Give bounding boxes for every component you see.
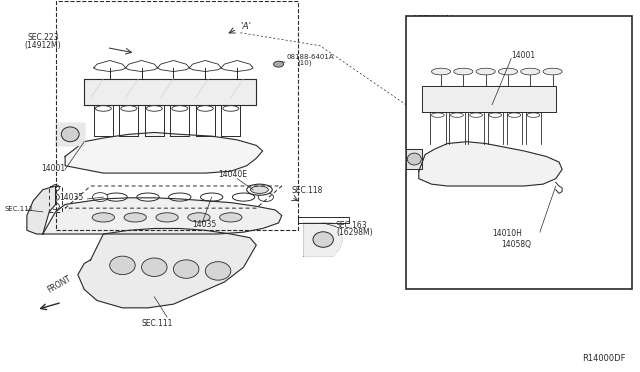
Ellipse shape — [121, 106, 137, 111]
Ellipse shape — [220, 213, 242, 222]
Polygon shape — [84, 79, 256, 105]
Polygon shape — [65, 132, 262, 173]
Ellipse shape — [95, 106, 111, 111]
Bar — [56, 1, 298, 230]
Ellipse shape — [250, 186, 268, 193]
Ellipse shape — [508, 113, 521, 117]
Ellipse shape — [246, 184, 272, 195]
Ellipse shape — [156, 213, 178, 222]
Ellipse shape — [451, 113, 463, 117]
Text: 14001: 14001 — [511, 51, 535, 60]
Ellipse shape — [197, 106, 213, 111]
Ellipse shape — [232, 193, 255, 201]
Polygon shape — [56, 123, 84, 145]
Text: FRONT: FRONT — [46, 274, 73, 295]
Text: R14000DF: R14000DF — [582, 354, 626, 363]
Ellipse shape — [489, 113, 502, 117]
Ellipse shape — [52, 194, 60, 201]
Ellipse shape — [470, 113, 483, 117]
Ellipse shape — [92, 213, 115, 222]
Text: 14035: 14035 — [59, 193, 83, 202]
Ellipse shape — [188, 213, 210, 222]
Ellipse shape — [137, 193, 159, 201]
Ellipse shape — [173, 260, 199, 278]
Polygon shape — [419, 142, 562, 186]
Polygon shape — [78, 228, 256, 308]
Ellipse shape — [124, 213, 147, 222]
Ellipse shape — [105, 193, 127, 201]
Ellipse shape — [313, 232, 333, 247]
Text: SEC.111: SEC.111 — [4, 206, 34, 212]
Ellipse shape — [431, 113, 444, 117]
Ellipse shape — [109, 256, 135, 275]
Circle shape — [273, 61, 284, 67]
Text: 14010H: 14010H — [492, 229, 522, 238]
Text: SEC.118: SEC.118 — [291, 186, 323, 195]
Bar — [406, 16, 632, 289]
Polygon shape — [422, 86, 556, 112]
Text: (10): (10) — [298, 59, 312, 65]
Ellipse shape — [205, 262, 231, 280]
Ellipse shape — [476, 68, 495, 75]
Text: VIEW 'A': VIEW 'A' — [414, 15, 453, 24]
Polygon shape — [304, 223, 342, 256]
Polygon shape — [43, 198, 282, 234]
Ellipse shape — [52, 203, 60, 210]
Polygon shape — [27, 186, 56, 234]
Ellipse shape — [141, 258, 167, 276]
Text: 14001: 14001 — [41, 164, 65, 173]
Ellipse shape — [147, 106, 163, 111]
Circle shape — [93, 193, 108, 202]
Ellipse shape — [172, 106, 188, 111]
Ellipse shape — [52, 185, 60, 191]
Text: (14912M): (14912M) — [24, 41, 61, 49]
Ellipse shape — [61, 127, 79, 142]
Text: SEC.111: SEC.111 — [141, 319, 173, 328]
Text: (16298M): (16298M) — [336, 228, 372, 237]
Ellipse shape — [543, 68, 562, 75]
Ellipse shape — [223, 106, 239, 111]
Circle shape — [258, 193, 273, 202]
Ellipse shape — [527, 113, 540, 117]
Text: 14058Q: 14058Q — [502, 240, 532, 249]
Ellipse shape — [169, 193, 191, 201]
Text: 14040E: 14040E — [218, 170, 247, 179]
Ellipse shape — [499, 68, 518, 75]
Text: 14035: 14035 — [193, 219, 217, 229]
Ellipse shape — [521, 68, 540, 75]
Ellipse shape — [407, 153, 421, 165]
Ellipse shape — [200, 193, 223, 201]
Text: 08188-6401A: 08188-6401A — [287, 54, 335, 60]
Ellipse shape — [431, 68, 451, 75]
Text: SEC.223: SEC.223 — [27, 33, 58, 42]
Text: SEC.163: SEC.163 — [336, 221, 367, 231]
Text: 'A': 'A' — [241, 22, 252, 31]
Polygon shape — [406, 149, 422, 169]
Ellipse shape — [454, 68, 473, 75]
